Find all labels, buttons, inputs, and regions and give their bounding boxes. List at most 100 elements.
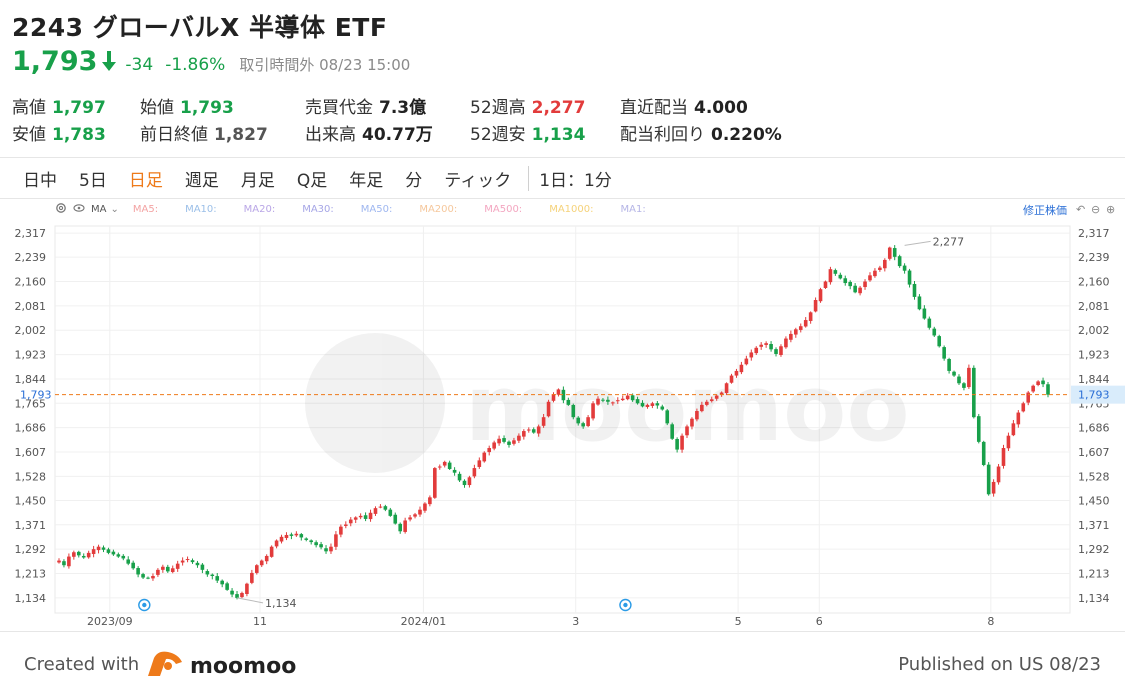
- candle-body: [907, 270, 912, 285]
- candle-body: [1036, 381, 1040, 385]
- tab-monthly[interactable]: 月足: [240, 171, 275, 191]
- watermark: moomoo: [305, 333, 910, 473]
- settings-icon[interactable]: [55, 202, 67, 217]
- candle-body: [734, 370, 739, 376]
- ma-selector[interactable]: MA: [91, 204, 107, 215]
- candle-body: [972, 367, 976, 418]
- candle-body: [353, 517, 358, 520]
- candle-body: [798, 326, 803, 330]
- candle-body: [250, 572, 254, 583]
- candle-body: [512, 440, 516, 444]
- candle-body: [526, 429, 531, 431]
- candle-body: [437, 466, 442, 468]
- tab-quarterly[interactable]: Q足: [296, 171, 328, 191]
- candle-body: [714, 395, 719, 399]
- stat-high: 高値 1,797: [12, 98, 106, 118]
- candle-body: [121, 555, 126, 559]
- x-tick-label: 2023/09: [87, 615, 133, 628]
- eye-icon[interactable]: [73, 202, 85, 217]
- zoom-out-icon[interactable]: ⊖: [1091, 203, 1101, 216]
- y-tick-label-right: 1,134: [1078, 592, 1110, 605]
- candle-body: [665, 410, 670, 424]
- candle-body: [561, 389, 566, 401]
- candle-body: [156, 569, 160, 575]
- candle-body: [650, 403, 655, 406]
- stat-52w-low: 52週安 1,134: [470, 125, 586, 145]
- candle-body: [571, 404, 576, 418]
- dividend-marker-dot: [142, 602, 147, 608]
- dividend-marker-icon: [619, 598, 632, 612]
- tab-minute[interactable]: 分: [405, 171, 423, 191]
- watermark-text: moomoo: [465, 355, 910, 462]
- candle-body: [843, 278, 848, 284]
- candle-body: [141, 574, 145, 578]
- annotations: 1,793 1,793 2,277 1,134: [20, 235, 1125, 610]
- period-selector[interactable]: 1日：1分: [528, 166, 612, 191]
- candle-body: [76, 551, 81, 556]
- y-tick-label-left: 1,292: [15, 543, 47, 556]
- tab-tick[interactable]: ティック: [444, 171, 512, 191]
- stat-last-dividend: 直近配当 4.000: [620, 98, 748, 118]
- ma30-value: MA30:: [302, 204, 334, 215]
- last-price: 1,793: [12, 46, 98, 77]
- candle-body: [541, 417, 546, 426]
- divider: [0, 198, 1125, 199]
- candle-body: [700, 404, 704, 412]
- tab-daily[interactable]: 日足: [128, 171, 163, 191]
- candle-body: [838, 274, 843, 279]
- candle-body: [378, 506, 383, 508]
- adjusted-price-toggle[interactable]: 修正株価: [1023, 204, 1067, 217]
- candle-body: [324, 548, 328, 552]
- candle-body: [126, 559, 131, 564]
- candle-body: [161, 566, 165, 570]
- candle-body: [259, 560, 264, 566]
- tab-5day[interactable]: 5日: [79, 171, 107, 191]
- candle-body: [339, 526, 343, 535]
- candle-body: [887, 247, 892, 259]
- created-with-label: Created with: [24, 654, 140, 675]
- candle-body: [947, 358, 951, 371]
- candle-body: [1031, 385, 1035, 392]
- stat-52w-high: 52週高 2,277: [470, 98, 586, 118]
- y-tick-label-left: 1,450: [15, 494, 47, 507]
- candle-body: [685, 426, 689, 436]
- candle-body: [418, 509, 422, 515]
- candlestick-chart[interactable]: moomoo 1,134 1,134 1,213 1,213 1,292 1,292 1,3…: [0, 218, 1125, 629]
- candle-body: [269, 546, 274, 557]
- candle-body: [754, 347, 759, 354]
- zoom-in-icon[interactable]: ⊕: [1106, 203, 1116, 216]
- candle-body: [586, 417, 590, 427]
- undo-icon[interactable]: ↶: [1076, 203, 1086, 216]
- annotation-high: 2,277: [933, 235, 965, 248]
- stat-open: 始値 1,793: [140, 98, 234, 118]
- tab-intraday[interactable]: 日中: [23, 171, 57, 191]
- candle-body: [794, 329, 798, 335]
- candle-body: [497, 438, 501, 444]
- y-tick-label-left: 1,213: [15, 568, 47, 581]
- candle-body: [680, 435, 684, 450]
- candle-body: [492, 442, 496, 449]
- candle-body: [828, 269, 833, 283]
- y-tick-label-right: 2,239: [1078, 251, 1110, 264]
- chevron-down-icon[interactable]: ⌄: [110, 204, 119, 215]
- candle-body: [942, 347, 946, 359]
- y-tick-label-left: 1,528: [15, 470, 47, 483]
- candle-body: [952, 371, 956, 376]
- y-tick-label-right: 2,081: [1078, 300, 1110, 313]
- candle-body: [284, 534, 289, 539]
- candle-body: [235, 594, 239, 598]
- candle-body: [86, 552, 91, 558]
- candle-body: [902, 265, 907, 271]
- candle-body: [620, 398, 625, 401]
- candle-body: [507, 441, 511, 445]
- current-price-label: 1,793: [1078, 389, 1110, 402]
- candle-body: [878, 267, 882, 270]
- tab-yearly[interactable]: 年足: [349, 171, 384, 191]
- candle-body: [101, 547, 106, 550]
- ma200-value: MA200:: [419, 204, 458, 215]
- candle-body: [467, 477, 472, 486]
- candles: [57, 245, 1050, 600]
- tab-weekly[interactable]: 週足: [184, 171, 219, 191]
- candle-body: [625, 395, 630, 400]
- candle-body: [774, 349, 778, 354]
